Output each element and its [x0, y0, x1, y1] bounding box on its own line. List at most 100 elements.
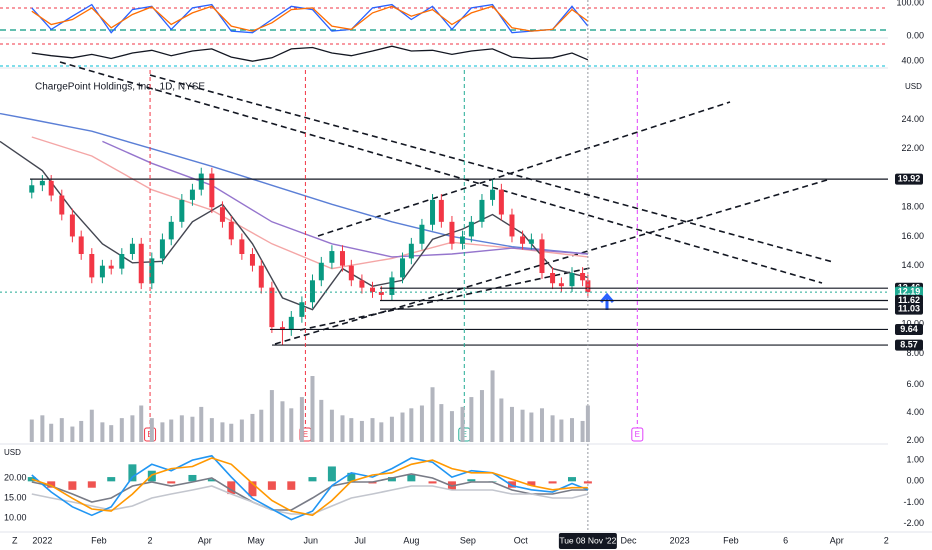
- x-tick-label: Jul: [354, 535, 366, 545]
- candle-body: [219, 207, 225, 222]
- candle-body: [329, 251, 335, 263]
- x-tick-label: Feb: [723, 535, 739, 545]
- x-tick-label: 2: [148, 535, 153, 545]
- indicator-line: [31, 5, 589, 32]
- histogram-bar: [327, 466, 336, 482]
- volume-bar: [520, 409, 525, 442]
- volume-bar: [329, 409, 334, 442]
- volume-bar: [389, 416, 394, 442]
- histogram-bar: [347, 472, 356, 482]
- volume-bar: [139, 405, 144, 442]
- volume-bar: [370, 418, 375, 442]
- candle-body: [479, 199, 485, 222]
- volume-bar: [289, 408, 294, 442]
- candle-body: [318, 262, 324, 281]
- price-level-label: 11.62: [898, 295, 920, 305]
- volume-bar: [529, 412, 534, 442]
- volume-bar: [580, 420, 585, 442]
- volume-bar: [460, 406, 465, 442]
- y-tick-label: 6.00: [906, 379, 924, 389]
- volume-bar: [400, 412, 405, 442]
- candle-body: [550, 273, 556, 284]
- candle-body: [468, 221, 474, 237]
- y-tick-label: 0.00: [906, 30, 924, 40]
- volume-bar: [130, 415, 135, 442]
- volume-bar: [89, 409, 94, 442]
- volume-bar: [40, 415, 45, 442]
- y-tick-label: -1.00: [903, 497, 924, 507]
- y-tick-label: 1.00: [906, 454, 924, 464]
- volume-bar: [70, 426, 75, 442]
- candle-body: [528, 239, 534, 244]
- candle-body: [258, 265, 264, 288]
- candle-body: [400, 258, 406, 278]
- candle-body: [249, 253, 255, 266]
- price-level-tag: [895, 339, 923, 351]
- candle-body: [108, 265, 114, 269]
- price-level-label: 9.64: [900, 324, 918, 334]
- x-tick-label: Jun: [303, 535, 318, 545]
- histogram-bar: [407, 474, 416, 482]
- volume-bar: [499, 398, 504, 442]
- moving-average: [102, 140, 588, 258]
- indicator-line: [31, 454, 589, 521]
- price-unit: USD: [905, 82, 922, 91]
- volume-bar: [569, 418, 574, 442]
- volume-bar: [109, 425, 114, 442]
- candle-body: [490, 189, 496, 200]
- volume-bar: [340, 415, 345, 442]
- histogram-bar: [583, 481, 592, 484]
- toolbar-button[interactable]: Z: [12, 535, 18, 545]
- candle-body: [279, 327, 285, 331]
- histogram-bar: [548, 481, 557, 484]
- candle-body: [348, 265, 354, 281]
- event-label: E: [635, 430, 640, 439]
- candle-body: [119, 253, 125, 269]
- volume-bar: [179, 415, 184, 442]
- volume-bar: [419, 405, 424, 442]
- candle-body: [149, 258, 155, 284]
- arrow-icon: [599, 292, 615, 310]
- y-tick-label: 20.00: [4, 472, 27, 482]
- candle-body: [419, 224, 425, 244]
- x-tick-label: Apr: [198, 535, 212, 545]
- histogram-bar: [47, 481, 56, 488]
- histogram-bar: [207, 479, 216, 482]
- trendlines: [59, 61, 834, 345]
- price-level-tag: [895, 303, 923, 315]
- candle-body: [569, 273, 575, 287]
- volume-bar: [319, 399, 324, 442]
- candle-body: [138, 243, 144, 284]
- volume-bar: [490, 370, 495, 442]
- indicator-line: [31, 45, 589, 62]
- y-tick-label: 14.00: [901, 260, 924, 270]
- candle-body: [69, 214, 75, 237]
- x-tick-label: 2022: [32, 535, 52, 545]
- histogram-bar: [227, 481, 236, 495]
- volume-bar: [169, 419, 174, 442]
- candle-body: [48, 180, 54, 196]
- indicator-line: [31, 457, 588, 517]
- volume-bar: [449, 411, 454, 442]
- y-tick-label: 16.00: [901, 231, 924, 241]
- histogram-bar: [87, 481, 96, 488]
- candle-body: [269, 287, 275, 328]
- candle-body: [309, 280, 315, 303]
- moving-average: [0, 140, 589, 311]
- volume-bar: [509, 406, 514, 442]
- volume-bar: [280, 401, 285, 442]
- candle-body: [408, 243, 414, 259]
- candle-body: [299, 302, 305, 317]
- histogram-bar: [167, 481, 176, 484]
- candle-body: [209, 173, 215, 208]
- histogram-bar: [188, 474, 197, 482]
- candle-body: [558, 283, 564, 287]
- candle-body: [228, 221, 234, 240]
- histogram-bar: [467, 479, 476, 482]
- candle-body: [179, 199, 185, 222]
- x-tick-label: May: [247, 535, 265, 545]
- candle-body: [378, 292, 384, 295]
- y-tick-label: 22.00: [901, 143, 924, 153]
- candle-body: [430, 199, 436, 225]
